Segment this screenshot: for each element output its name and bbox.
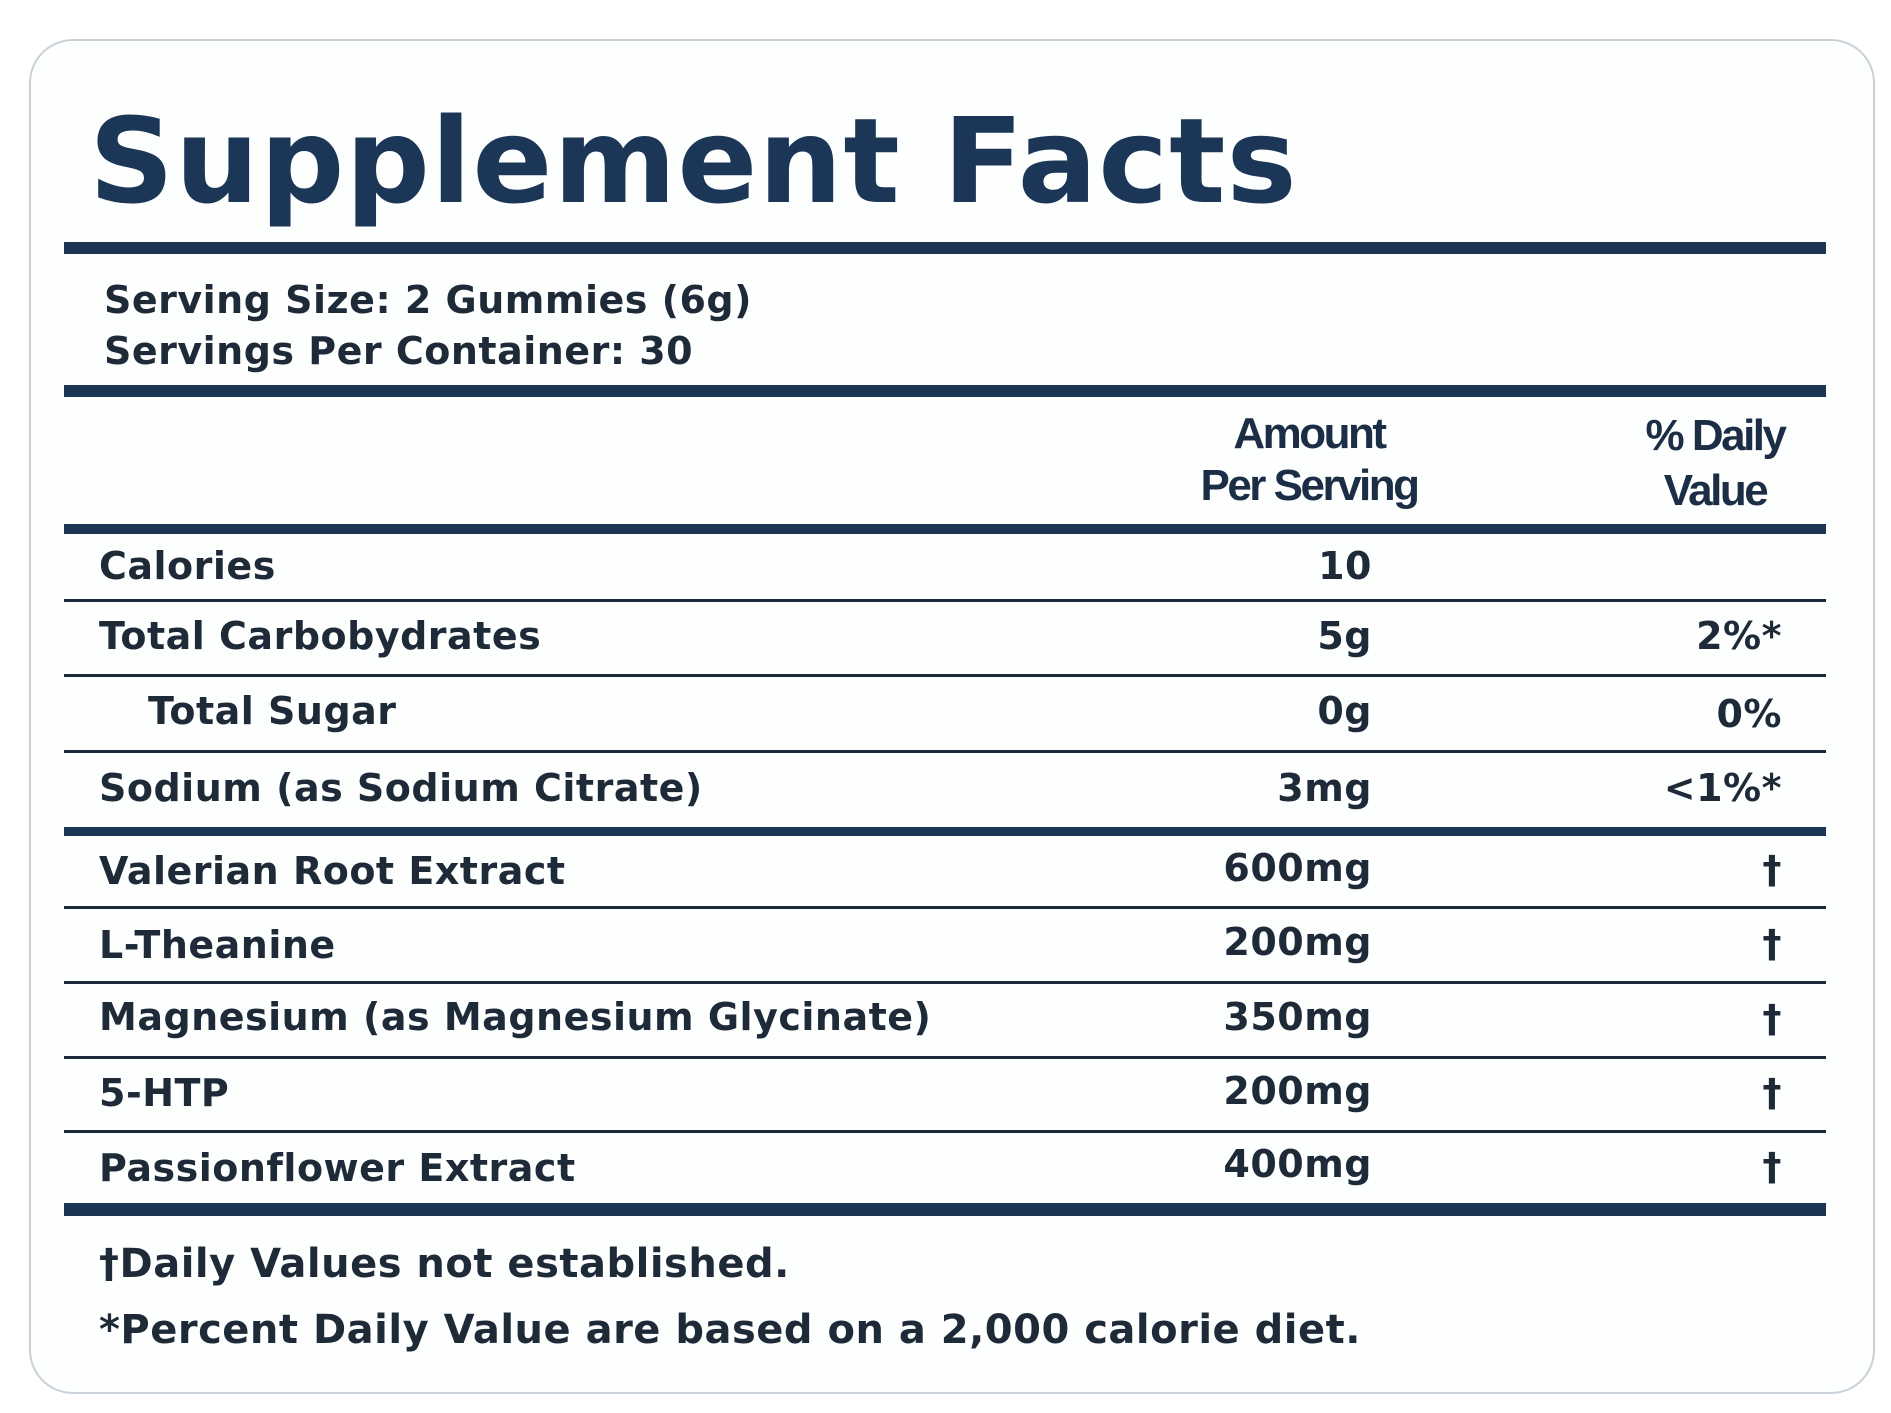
divider-thick — [64, 1203, 1826, 1216]
row-dv: <1%* — [1663, 766, 1782, 810]
divider-thick — [64, 827, 1826, 836]
row-dv: 0% — [1716, 692, 1782, 736]
row-amount: 3mg — [1277, 766, 1372, 810]
row-label: Valerian Root Extract — [99, 849, 566, 893]
row-dv: † — [1762, 848, 1782, 892]
footnote-daily-values: †Daily Values not established. — [99, 1241, 790, 1287]
divider-thin — [64, 981, 1826, 984]
row-label: Magnesium (as Magnesium Glycinate) — [99, 995, 932, 1039]
divider-thick — [64, 385, 1826, 397]
row-amount: 600mg — [1223, 846, 1372, 890]
divider-thin — [64, 906, 1826, 909]
divider-thin — [64, 750, 1826, 753]
row-label: 5-HTP — [99, 1071, 230, 1115]
row-label: Total Carbobydrates — [99, 614, 542, 658]
divider-thin — [64, 674, 1826, 677]
row-label: Sodium (as Sodium Citrate) — [99, 766, 703, 810]
divider-thin — [64, 1056, 1826, 1059]
amount-header-line1: Amount — [1233, 409, 1387, 458]
row-amount: 350mg — [1223, 995, 1372, 1039]
supplement-facts-panel — [29, 39, 1875, 1394]
row-amount: 200mg — [1223, 1069, 1372, 1113]
row-amount: 200mg — [1223, 920, 1372, 964]
row-dv: 2%* — [1696, 614, 1782, 658]
amount-header-line2: Per Serving — [1200, 461, 1420, 510]
row-amount: 5g — [1317, 614, 1372, 658]
row-dv: † — [1762, 1071, 1782, 1115]
row-dv: † — [1762, 997, 1782, 1041]
row-amount: 0g — [1317, 689, 1372, 733]
amount-header: Amount Per Serving — [1200, 408, 1420, 512]
dv-header-line2: Value — [1663, 466, 1769, 515]
servings-per-container: Servings Per Container: 30 — [104, 329, 694, 373]
dv-header-line1: % Daily — [1645, 411, 1787, 460]
divider-thin — [64, 1130, 1826, 1133]
daily-value-header: % Daily Value — [1645, 408, 1787, 518]
footnote-percent-daily-value: *Percent Daily Value are based on a 2,00… — [99, 1307, 1361, 1353]
row-label: L-Theanine — [99, 923, 336, 967]
row-label: Calories — [99, 544, 276, 588]
serving-size: Serving Size: 2 Gummies (6g) — [104, 278, 752, 322]
row-dv: † — [1762, 922, 1782, 966]
row-label: Total Sugar — [148, 689, 397, 733]
row-amount: 10 — [1318, 544, 1372, 588]
divider-thick — [64, 242, 1826, 254]
row-label: Passionflower Extract — [99, 1146, 576, 1190]
panel-title: Supplement Facts — [89, 92, 1298, 230]
row-amount: 400mg — [1223, 1142, 1372, 1186]
divider-thin — [64, 599, 1826, 602]
divider-thick — [64, 524, 1826, 534]
row-dv: † — [1762, 1145, 1782, 1189]
